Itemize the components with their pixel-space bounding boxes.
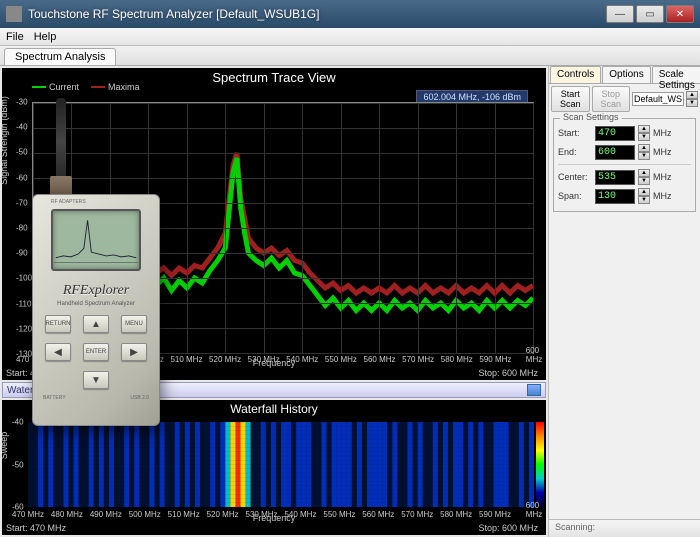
center-input[interactable] bbox=[595, 170, 635, 185]
maximize-button[interactable]: ▭ bbox=[636, 5, 664, 23]
center-stepper[interactable]: ▲▼ bbox=[638, 169, 650, 185]
app-icon bbox=[6, 6, 22, 22]
waterfall-title: Waterfall History bbox=[2, 400, 546, 416]
start-unit: MHz bbox=[653, 128, 672, 138]
tab-options[interactable]: Options bbox=[602, 66, 650, 83]
waterfall-stop-label: Stop: 600 MHz bbox=[478, 523, 538, 533]
status-bar: Scanning: bbox=[548, 519, 700, 537]
scan-settings-group: Scan Settings Start: ▲▼ MHz End: ▲▼ MHz … bbox=[553, 118, 696, 212]
tab-scale-settings[interactable]: Scale Settings bbox=[652, 66, 700, 83]
profile-stepper[interactable]: ▲▼ bbox=[686, 91, 698, 107]
waterfall-start-label: Start: 470 MHz bbox=[6, 523, 66, 533]
waterfall-restore-icon[interactable] bbox=[527, 384, 541, 396]
end-stepper[interactable]: ▲▼ bbox=[638, 144, 650, 160]
titlebar: Touchstone RF Spectrum Analyzer [Default… bbox=[0, 0, 700, 28]
waterfall-plot-area[interactable] bbox=[28, 422, 534, 507]
spectrum-start-label: Start: 470 MHz bbox=[6, 368, 66, 378]
center-label: Center: bbox=[558, 172, 592, 182]
span-stepper[interactable]: ▲▼ bbox=[638, 188, 650, 204]
start-scan-button[interactable]: Start Scan bbox=[551, 86, 590, 112]
controls-panel: Controls Options Scale Settings Start Sc… bbox=[548, 66, 700, 537]
end-input[interactable] bbox=[595, 145, 635, 160]
spectrum-stop-label: Stop: 600 MHz bbox=[478, 368, 538, 378]
end-label: End: bbox=[558, 147, 592, 157]
center-unit: MHz bbox=[653, 172, 672, 182]
span-input[interactable] bbox=[595, 189, 635, 204]
close-button[interactable]: ✕ bbox=[666, 5, 694, 23]
start-label: Start: bbox=[558, 128, 592, 138]
profile-select[interactable] bbox=[632, 92, 684, 106]
waterfall-panel: Waterfall History Sweep Frequency Start:… bbox=[2, 400, 546, 535]
menu-help[interactable]: Help bbox=[34, 31, 57, 43]
spectrum-legend: Current Maxima bbox=[32, 82, 140, 92]
legend-maxima: Maxima bbox=[108, 82, 140, 92]
spectrum-trace-panel: Spectrum Trace View Current Maxima 602.0… bbox=[2, 68, 546, 380]
span-unit: MHz bbox=[653, 191, 672, 201]
start-input[interactable] bbox=[595, 126, 635, 141]
spectrum-plot-area[interactable] bbox=[32, 102, 534, 354]
stop-scan-button[interactable]: Stop Scan bbox=[592, 86, 631, 112]
waterfall-header: Waterfall bbox=[2, 382, 546, 398]
legend-current: Current bbox=[49, 82, 79, 92]
menubar: File Help bbox=[0, 28, 700, 46]
tab-spectrum-analysis[interactable]: Spectrum Analysis bbox=[4, 48, 116, 65]
main-tabstrip: Spectrum Analysis bbox=[0, 46, 700, 66]
span-label: Span: bbox=[558, 191, 592, 201]
waterfall-ylabel: Sweep bbox=[0, 431, 9, 459]
menu-file[interactable]: File bbox=[6, 31, 24, 43]
waterfall-colorbar bbox=[536, 422, 544, 507]
end-unit: MHz bbox=[653, 147, 672, 157]
status-scanning: Scanning: bbox=[555, 522, 595, 532]
waterfall-header-label: Waterfall bbox=[7, 385, 46, 396]
window-title: Touchstone RF Spectrum Analyzer [Default… bbox=[28, 7, 606, 21]
spectrum-ylabel: Signal Strength (dBm) bbox=[0, 96, 9, 185]
minimize-button[interactable]: — bbox=[606, 5, 634, 23]
tab-controls[interactable]: Controls bbox=[550, 66, 601, 83]
scan-settings-legend: Scan Settings bbox=[560, 112, 622, 122]
start-stepper[interactable]: ▲▼ bbox=[638, 125, 650, 141]
